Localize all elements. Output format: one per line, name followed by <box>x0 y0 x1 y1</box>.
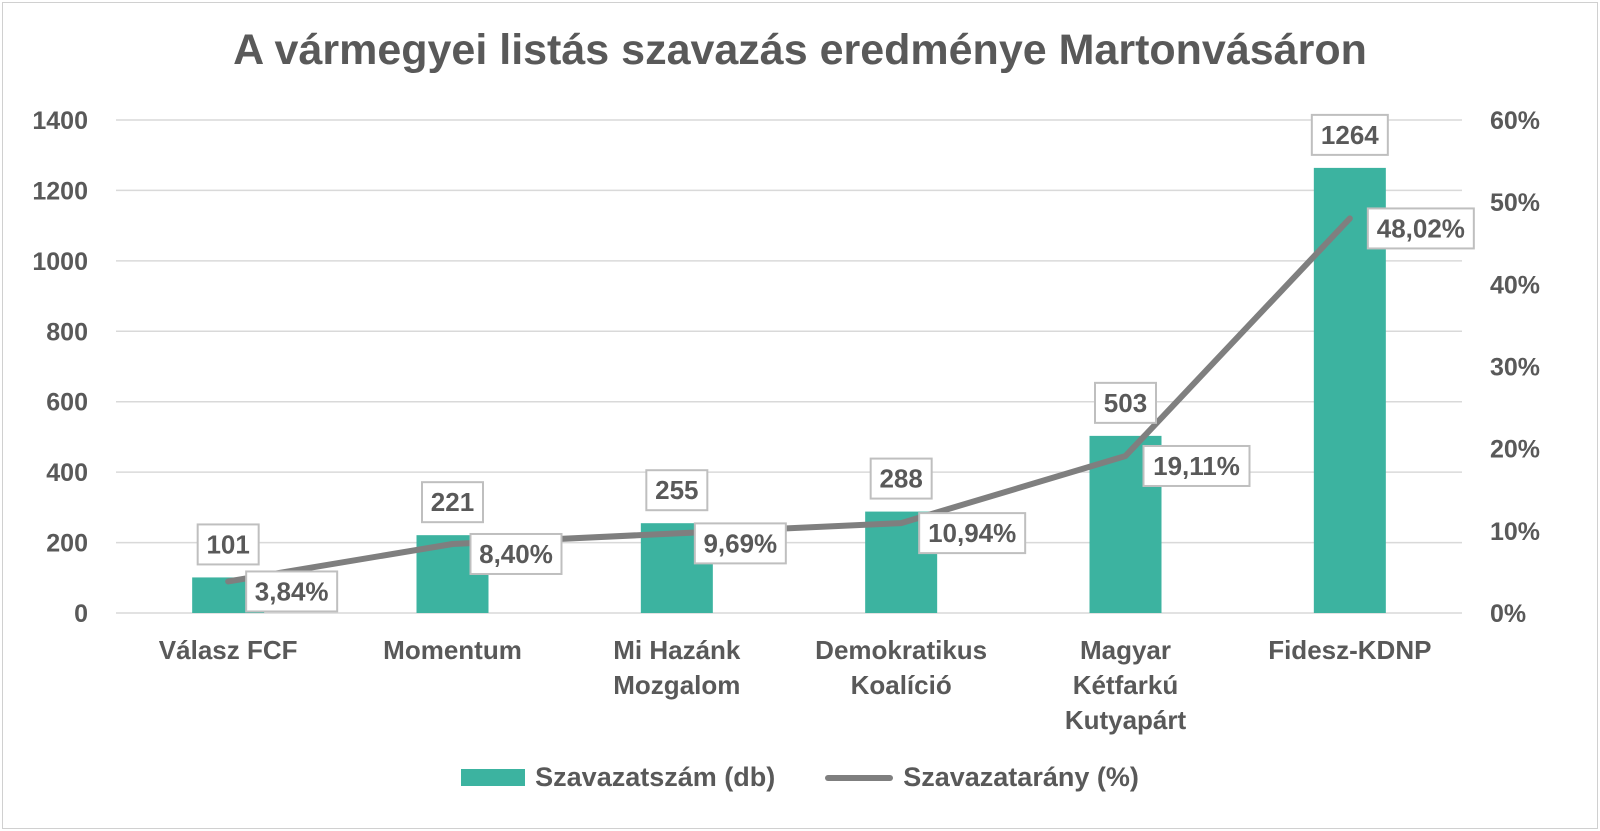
legend-swatch-bar <box>461 769 526 786</box>
legend-swatch-line <box>825 774 894 781</box>
y-left-tick-label: 200 <box>46 530 88 558</box>
line-data-label: 48,02% <box>1377 213 1465 243</box>
series-line <box>225 215 1353 585</box>
bar-data-label-box <box>1094 381 1157 424</box>
y-right-tick-label: 50% <box>1490 189 1540 217</box>
legend-label-share: Szavazatarány (%) <box>903 762 1139 792</box>
x-tick-label: Momentum <box>383 635 522 665</box>
line-data-label-box <box>1142 444 1251 487</box>
legend: Szavazatszám (db) Szavazatarány (%) <box>0 762 1600 793</box>
bar-data-label: 288 <box>879 464 922 494</box>
y-right-tick-label: 60% <box>1490 107 1540 135</box>
line-data-label: 19,11% <box>1153 451 1240 481</box>
line-data-label: 10,94% <box>928 518 1016 548</box>
y-left-tick-label: 800 <box>46 318 88 346</box>
bar-data-label-box <box>869 457 933 500</box>
y-right-tick-label: 30% <box>1490 354 1540 382</box>
bar-data-label: 503 <box>1104 388 1147 418</box>
legend-item-share: Szavazatarány (%) <box>825 762 1139 793</box>
y-left-tick-label: 1000 <box>32 248 88 276</box>
legend-label-votes: Szavazatszám (db) <box>535 762 776 792</box>
x-tick-label: Mozgalom <box>613 670 740 700</box>
bar-data-label-box <box>645 469 709 512</box>
y-left-tick-label: 1200 <box>32 177 88 205</box>
legend-item-votes: Szavazatszám (db) <box>461 762 775 793</box>
bar-data-label: 221 <box>431 487 474 517</box>
y-left-tick-label: 400 <box>46 459 88 487</box>
x-tick-label: Mi Hazánk <box>613 635 741 665</box>
bar-data-label-box <box>421 481 484 524</box>
x-tick-label: Kutyapárt <box>1065 705 1187 735</box>
line-data-label-box <box>245 570 339 613</box>
chart-title: A vármegyei listás szavazás eredménye Ma… <box>233 26 1367 74</box>
bar-data-label-box <box>196 523 260 566</box>
y-left-tick-label: 1400 <box>32 107 88 135</box>
y-right-tick-label: 40% <box>1490 271 1540 299</box>
x-tick-label: Válasz FCF <box>159 635 298 665</box>
y-right-tick-label: 10% <box>1490 518 1540 546</box>
line-data-label-box <box>469 532 563 575</box>
line-data-label-box <box>1366 207 1475 250</box>
y-left-tick-label: 600 <box>46 389 88 417</box>
y-left-tick-label: 0 <box>74 600 88 628</box>
bar-data-label-box <box>1310 113 1389 156</box>
bar-data-label: 255 <box>655 475 698 505</box>
y-right-tick-label: 20% <box>1490 436 1540 464</box>
x-tick-label: Fidesz-KDNP <box>1268 635 1431 665</box>
line-data-label: 8,40% <box>479 539 553 569</box>
bar-data-label: 101 <box>206 529 249 559</box>
y-right-tick-label: 0% <box>1490 600 1526 628</box>
line-data-label-box <box>918 512 1027 555</box>
x-tick-label: Koalíció <box>851 670 952 700</box>
line-data-label: 9,69% <box>703 528 777 558</box>
bar-data-label: 1264 <box>1321 120 1379 150</box>
line-data-label: 3,84% <box>255 576 329 606</box>
x-tick-label: Kétfarkú <box>1073 670 1178 700</box>
x-tick-label: Demokratikus <box>815 635 987 665</box>
x-tick-label: Magyar <box>1080 635 1171 665</box>
line-data-label-box <box>693 522 787 565</box>
